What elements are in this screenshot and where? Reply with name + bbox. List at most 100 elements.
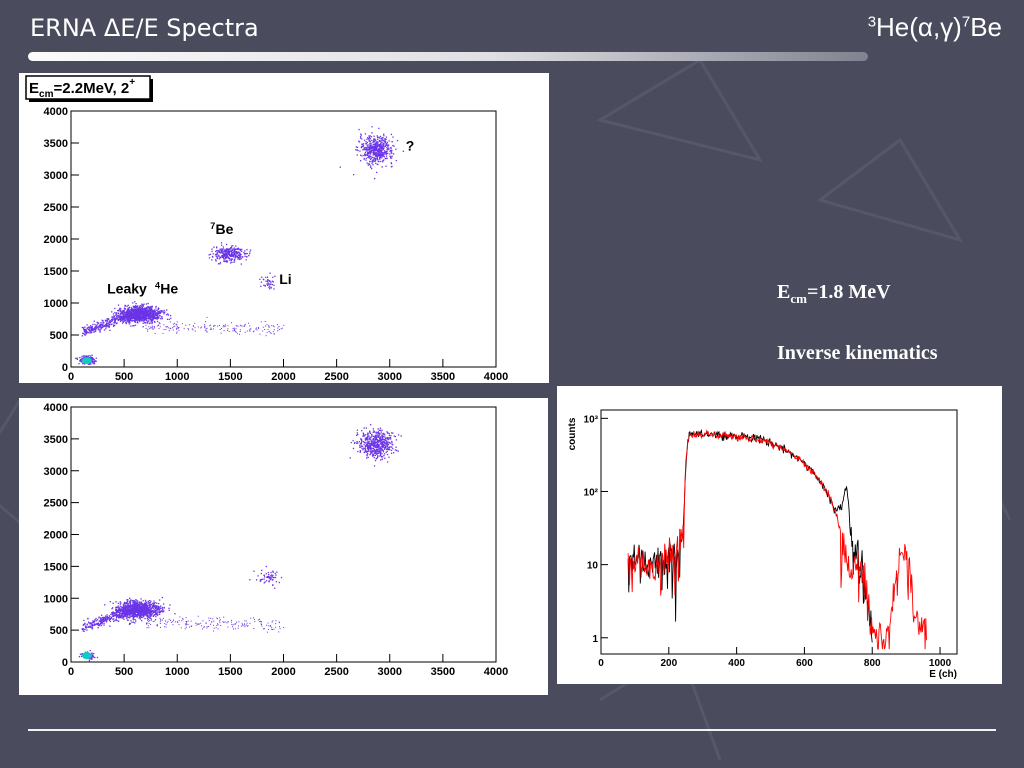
scatter-point	[391, 141, 393, 143]
scatter-point	[238, 254, 240, 256]
scatter-point	[124, 602, 126, 604]
scatter-point	[165, 624, 167, 626]
scatter-point	[219, 256, 221, 258]
scatter-point	[151, 316, 153, 318]
scatter-point	[237, 258, 239, 260]
scatter-point	[91, 328, 94, 331]
scatter-point	[379, 437, 381, 440]
scatter-point	[225, 260, 227, 263]
scatter-point	[387, 145, 389, 147]
scatter-point	[159, 611, 161, 613]
scatter-point	[91, 626, 94, 628]
scatter-point	[213, 627, 215, 629]
scatter-point	[143, 611, 145, 613]
scatter-point	[383, 151, 385, 154]
scatter-point	[155, 606, 158, 608]
scatter-point	[116, 312, 118, 314]
scatter-point	[370, 147, 372, 149]
scatter-point	[216, 617, 218, 619]
label-box-rest: =2.2MeV, 2	[53, 80, 129, 97]
scatter-point	[122, 316, 124, 319]
scatter-point	[79, 356, 81, 359]
scatter-point	[147, 314, 149, 316]
scatter-point	[117, 316, 119, 319]
scatter-point	[90, 363, 92, 365]
scatter-point	[246, 622, 248, 624]
scatter-point	[368, 449, 370, 451]
scatter-point	[249, 330, 251, 332]
scatter-point	[123, 314, 125, 316]
scatter-point	[91, 652, 93, 654]
scatter-point	[133, 312, 135, 314]
scatter-point	[208, 617, 210, 619]
scatter-point	[136, 605, 139, 608]
scatter-point	[98, 324, 101, 327]
scatter-point	[227, 249, 230, 251]
scatter-point	[126, 316, 128, 319]
scatter-point	[367, 433, 369, 435]
scatter-point	[173, 323, 175, 325]
scatter-point	[373, 449, 376, 451]
scatter-point	[140, 319, 142, 321]
scatter-point	[151, 305, 153, 307]
scatter-point	[376, 135, 378, 137]
scatter-point	[366, 154, 369, 156]
scatter-point	[86, 324, 88, 326]
scatter-point	[122, 609, 125, 612]
scatter-point	[241, 250, 243, 253]
scatter-point	[148, 602, 150, 604]
scatter-point	[356, 154, 358, 156]
scatter-point	[358, 128, 360, 131]
scatter-point	[213, 630, 215, 632]
scatter-point	[394, 435, 397, 438]
scatter-point	[91, 623, 93, 625]
scatter-point	[92, 329, 94, 331]
scatter-point	[231, 322, 233, 324]
scatter-point	[386, 157, 388, 160]
scatter-point	[147, 306, 150, 308]
scatter-point	[123, 606, 125, 609]
scatter-point	[148, 599, 151, 602]
scatter-point	[148, 608, 150, 611]
scatter-point	[149, 606, 151, 608]
scatter-point	[140, 615, 142, 617]
scatter-point	[381, 433, 383, 435]
scatter-point	[370, 448, 372, 450]
scatter-point	[158, 310, 160, 312]
scatter-point	[397, 450, 399, 452]
scatter-point	[118, 316, 120, 318]
scatter-point	[93, 328, 95, 331]
scatter-point	[104, 618, 106, 620]
scatter-point	[126, 614, 129, 616]
scatter-point	[135, 319, 137, 321]
scatter-point	[375, 155, 377, 157]
scatter-point	[133, 306, 135, 308]
scatter-point	[136, 611, 139, 614]
scatter-point	[194, 327, 196, 329]
scatter-point	[392, 144, 394, 147]
scatter-point	[261, 625, 263, 627]
scatter-point	[390, 452, 393, 454]
scatter-point	[152, 311, 154, 313]
scatter-point	[116, 613, 118, 616]
scatter-point	[380, 140, 382, 142]
scatter-point	[187, 327, 189, 329]
scatter-point	[121, 316, 123, 318]
scatter-point	[86, 651, 89, 653]
scatter-point	[366, 457, 368, 459]
scatter-point	[269, 280, 271, 282]
scatter-point	[268, 283, 270, 285]
y-tick-label: 4000	[44, 402, 68, 414]
scatter-point	[190, 620, 192, 622]
reaction-body: He(α,γ)	[876, 12, 962, 42]
scatter-point	[89, 331, 91, 333]
scatter-point	[158, 314, 161, 317]
spectrum-panel: 0 200 400 600 800 1000 1 10 10² 10³ counts E (ch)	[557, 386, 1002, 684]
scatter-point	[376, 145, 378, 147]
scatter-point	[148, 315, 150, 318]
scatter-point	[118, 620, 120, 622]
reaction-product: Be	[970, 12, 1002, 42]
scatter-point	[79, 359, 82, 361]
scatter-point	[373, 437, 376, 439]
scatter-point	[271, 325, 273, 327]
